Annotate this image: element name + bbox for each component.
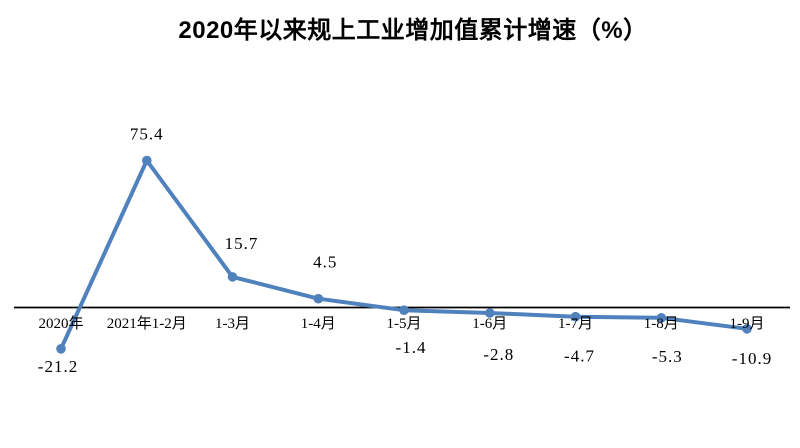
data-point-marker	[399, 305, 409, 316]
data-label: 4.5	[313, 253, 337, 272]
chart-title: 2020年以来规上工业增加值累计增速（%）	[178, 17, 648, 44]
data-point-marker	[227, 272, 238, 282]
data-label: -1.4	[396, 338, 427, 357]
data-point-marker	[485, 308, 495, 318]
x-axis-tick-label: 1-8月	[644, 316, 679, 332]
data-point-marker	[56, 344, 66, 354]
data-point-marker	[313, 293, 324, 304]
x-axis-tick-label: 1-7月	[558, 316, 593, 332]
data-label: -21.2	[38, 357, 78, 376]
data-label: 75.4	[130, 125, 164, 144]
data-label: -4.7	[564, 347, 595, 366]
data-label: -10.9	[732, 349, 772, 368]
data-label: -5.3	[652, 347, 683, 366]
data-point-marker	[742, 324, 752, 334]
data-point-marker	[142, 155, 152, 166]
x-axis-tick-label: 2021年1-2月	[107, 315, 187, 332]
data-label: 15.7	[225, 234, 259, 253]
x-axis-tick-label: 2020年	[38, 315, 83, 332]
x-axis-tick-label: 1-9月	[730, 316, 765, 332]
x-axis-tick-label: 1-3月	[215, 316, 250, 332]
x-axis-tick-label: 1-4月	[301, 316, 336, 332]
data-label: -2.8	[483, 345, 514, 364]
data-point-marker	[570, 311, 581, 322]
x-axis-tick-label: 1-5月	[387, 316, 422, 332]
x-axis-tick-label: 1-6月	[472, 316, 507, 332]
data-point-marker	[656, 313, 667, 323]
